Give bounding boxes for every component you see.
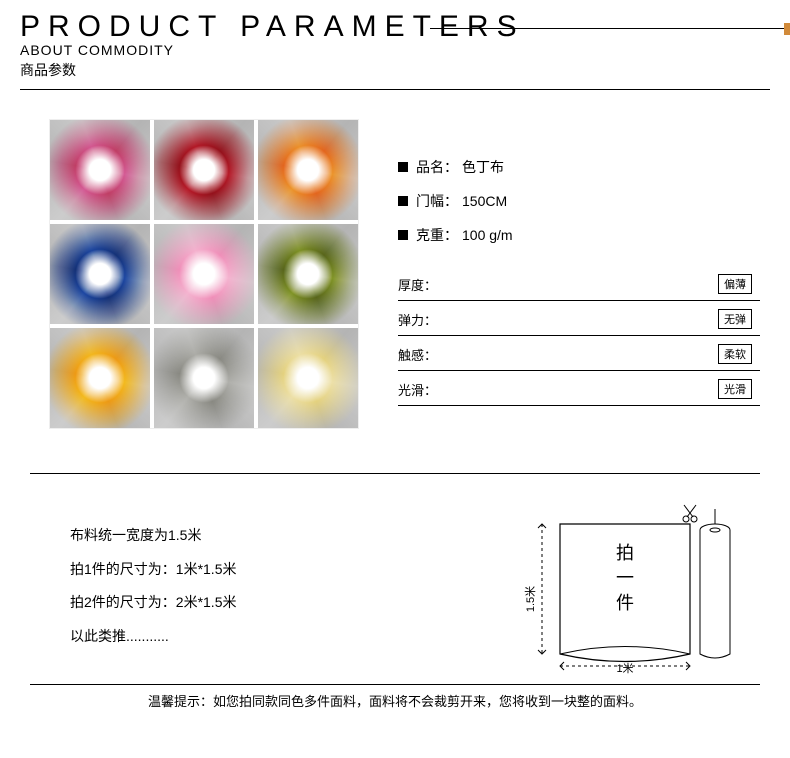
subtitle-en: ABOUT COMMODITY: [20, 42, 770, 58]
lower-section: 布料统一宽度为1.5米 拍1件的尺寸为：1米*1.5米 拍2件的尺寸为：2米*1…: [0, 494, 790, 674]
param-value-tag: 光滑: [718, 379, 752, 399]
bullet-icon: [398, 162, 408, 172]
param-smooth: 光滑： 光滑: [398, 371, 760, 406]
param-name: 品名： 色丁布: [398, 150, 760, 184]
param-feel: 触感： 柔软: [398, 336, 760, 371]
diagram-label-1: 拍: [616, 543, 634, 563]
size-line: 以此类推...........: [70, 620, 470, 654]
swatch-item: [258, 328, 358, 428]
bullet-icon: [398, 230, 408, 240]
section-divider: [30, 473, 760, 474]
dim-height-label: 1.5米: [524, 586, 537, 612]
param-value-tag: 柔软: [718, 344, 752, 364]
param-label: 光滑：: [398, 380, 437, 399]
swatch-item: [154, 328, 254, 428]
param-value: 100 g/m: [462, 227, 513, 243]
param-label: 品名：: [416, 157, 458, 177]
title-rule: [430, 28, 790, 29]
swatch-item: [50, 120, 150, 220]
param-label: 门幅：: [416, 191, 458, 211]
subtitle-cn: 商品参数: [20, 60, 770, 80]
swatch-item: [50, 328, 150, 428]
size-line: 拍1件的尺寸为：1米*1.5米: [70, 553, 470, 587]
swatch-item: [154, 120, 254, 220]
diagram-label-2: 一: [616, 568, 634, 588]
param-weight: 克重： 100 g/m: [398, 218, 760, 252]
param-value-tag: 偏薄: [718, 274, 752, 294]
bullet-icon: [398, 196, 408, 206]
size-line: 拍2件的尺寸为：2米*1.5米: [70, 586, 470, 620]
swatch-item: [258, 120, 358, 220]
diagram-label-3: 件: [616, 593, 634, 613]
param-width: 门幅： 150CM: [398, 184, 760, 218]
size-text: 布料统一宽度为1.5米 拍1件的尺寸为：1米*1.5米 拍2件的尺寸为：2米*1…: [70, 504, 470, 674]
swatch-item: [50, 224, 150, 324]
swatch-item: [258, 224, 358, 324]
param-value: 150CM: [462, 193, 507, 209]
swatch-grid: [50, 120, 358, 428]
content-area: 品名： 色丁布 门幅： 150CM 克重： 100 g/m 厚度： 偏薄 弹力：…: [0, 90, 790, 448]
params-panel: 品名： 色丁布 门幅： 150CM 克重： 100 g/m 厚度： 偏薄 弹力：…: [398, 120, 760, 428]
header: PRODUCT PARAMETERS ABOUT COMMODITY 商品参数: [0, 0, 790, 85]
param-label: 克重：: [416, 225, 458, 245]
param-value-tag: 无弹: [718, 309, 752, 329]
size-line: 布料统一宽度为1.5米: [70, 519, 470, 553]
fabric-diagram: 1.5米 1米 拍 一 件: [500, 504, 760, 674]
accent-bar: [784, 23, 790, 35]
page-title: PRODUCT PARAMETERS: [20, 10, 770, 44]
swatch-item: [154, 224, 254, 324]
param-label: 触感：: [398, 345, 437, 364]
param-thickness: 厚度： 偏薄: [398, 266, 760, 301]
dim-width-label: 1米: [616, 662, 633, 674]
param-label: 厚度：: [398, 275, 437, 294]
param-value: 色丁布: [462, 157, 504, 177]
footer-note: 温馨提示：如您拍同款同色多件面料，面料将不会裁剪开来，您将收到一块整的面料。: [30, 684, 760, 710]
param-label: 弹力：: [398, 310, 437, 329]
param-stretch: 弹力： 无弹: [398, 301, 760, 336]
